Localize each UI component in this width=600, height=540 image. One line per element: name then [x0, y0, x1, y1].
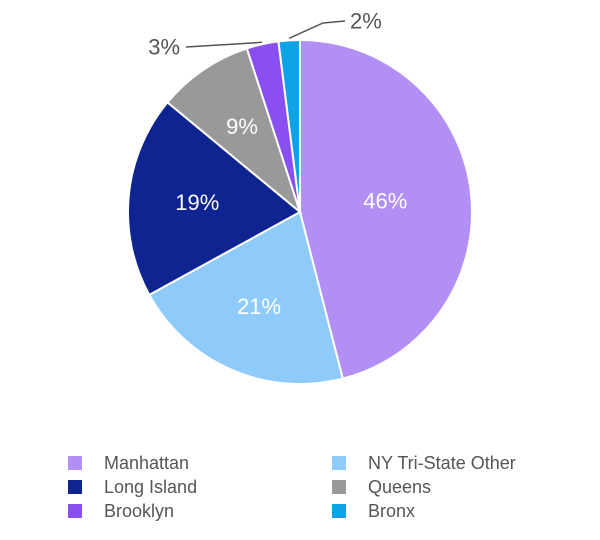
data-label-ny-tri-state-other: 21% [237, 294, 281, 319]
legend-swatch [332, 480, 346, 494]
legend-label: Bronx [368, 500, 416, 521]
legend: Manhattan Long Island Brooklyn NY Tri-St… [68, 452, 568, 524]
data-label-queens: 9% [226, 114, 258, 139]
legend-label: Long Island [104, 476, 198, 497]
legend-label: NY Tri-State Other [368, 452, 516, 473]
data-label-bronx: 2% [350, 9, 382, 34]
leader-line-brooklyn [185, 41, 263, 48]
data-label-brooklyn: 3% [148, 35, 180, 60]
legend-label: Queens [368, 476, 432, 497]
data-label-manhattan: 46% [363, 189, 407, 214]
legend-item-ny-tri-state-other: NY Tri-State Other [332, 452, 516, 474]
pie-chart: 46% 21% 19% 9% 3% 2% [127, 9, 474, 386]
legend-item-manhattan: Manhattan [68, 452, 189, 474]
legend-label: Brooklyn [104, 500, 175, 521]
pie-slice-manhattan [299, 38, 474, 380]
legend-item-queens: Queens [332, 476, 431, 498]
legend-item-brooklyn: Brooklyn [68, 500, 174, 522]
pie-slice-bronx [277, 38, 301, 213]
legend-swatch [332, 504, 346, 518]
legend-item-long-island: Long Island [68, 476, 197, 498]
pie-slice-ny-tri-state-other [147, 210, 344, 386]
pie-slice-queens [166, 47, 303, 215]
legend-swatch [68, 456, 82, 470]
legend-item-bronx: Bronx [332, 500, 415, 522]
legend-swatch [68, 504, 82, 518]
pie-slice-long-island [127, 100, 302, 297]
data-label-long-island: 19% [175, 190, 219, 215]
leader-line-bronx [288, 20, 346, 39]
legend-label: Manhattan [104, 452, 190, 473]
legend-swatch [68, 480, 82, 494]
legend-swatch [332, 456, 346, 470]
